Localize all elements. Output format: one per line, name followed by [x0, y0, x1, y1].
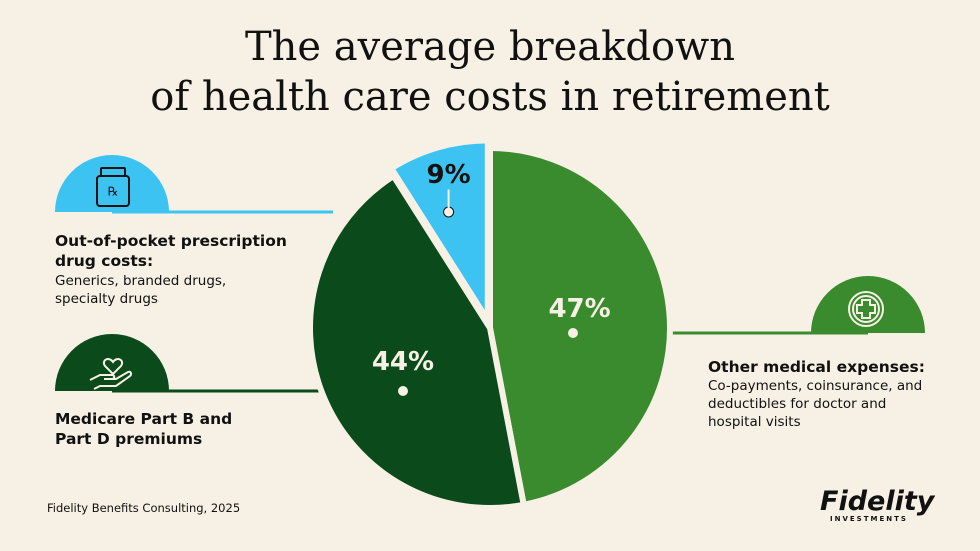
icon-hand-heart: [89, 358, 133, 390]
pie-slice: [307, 173, 527, 511]
chart-title: The average breakdown of health care cos…: [150, 24, 830, 120]
pie-slice: [487, 145, 673, 508]
logo-subtitle: INVESTMENTS: [830, 515, 908, 523]
icon-badge: [55, 334, 169, 391]
value-label: 44%: [372, 347, 434, 377]
logo: Fidelity: [820, 486, 935, 517]
label-dot: [398, 386, 408, 396]
pie-slice: [388, 137, 491, 324]
icon-prescription: ℞: [96, 167, 130, 207]
category-label: Other medical expenses:: [708, 358, 925, 376]
value-label: 47%: [548, 294, 610, 324]
icon-badge: [55, 155, 169, 212]
value-label: 9%: [427, 160, 471, 190]
pie: [307, 137, 673, 511]
label-dot: [568, 328, 578, 338]
category-label: Out-of-pocket prescription drug costs:: [55, 232, 287, 270]
icon-medical: [848, 291, 884, 327]
source: Fidelity Benefits Consulting, 2025: [47, 501, 241, 515]
icon-badge: [811, 276, 925, 333]
svg-text:℞: ℞: [108, 185, 119, 199]
category-description: Co-payments, coinsurance, and deductible…: [708, 378, 923, 430]
category-label: Medicare Part B and Part D premiums: [55, 410, 233, 448]
category-description: Generics, branded drugs, specialty drugs: [55, 273, 227, 307]
